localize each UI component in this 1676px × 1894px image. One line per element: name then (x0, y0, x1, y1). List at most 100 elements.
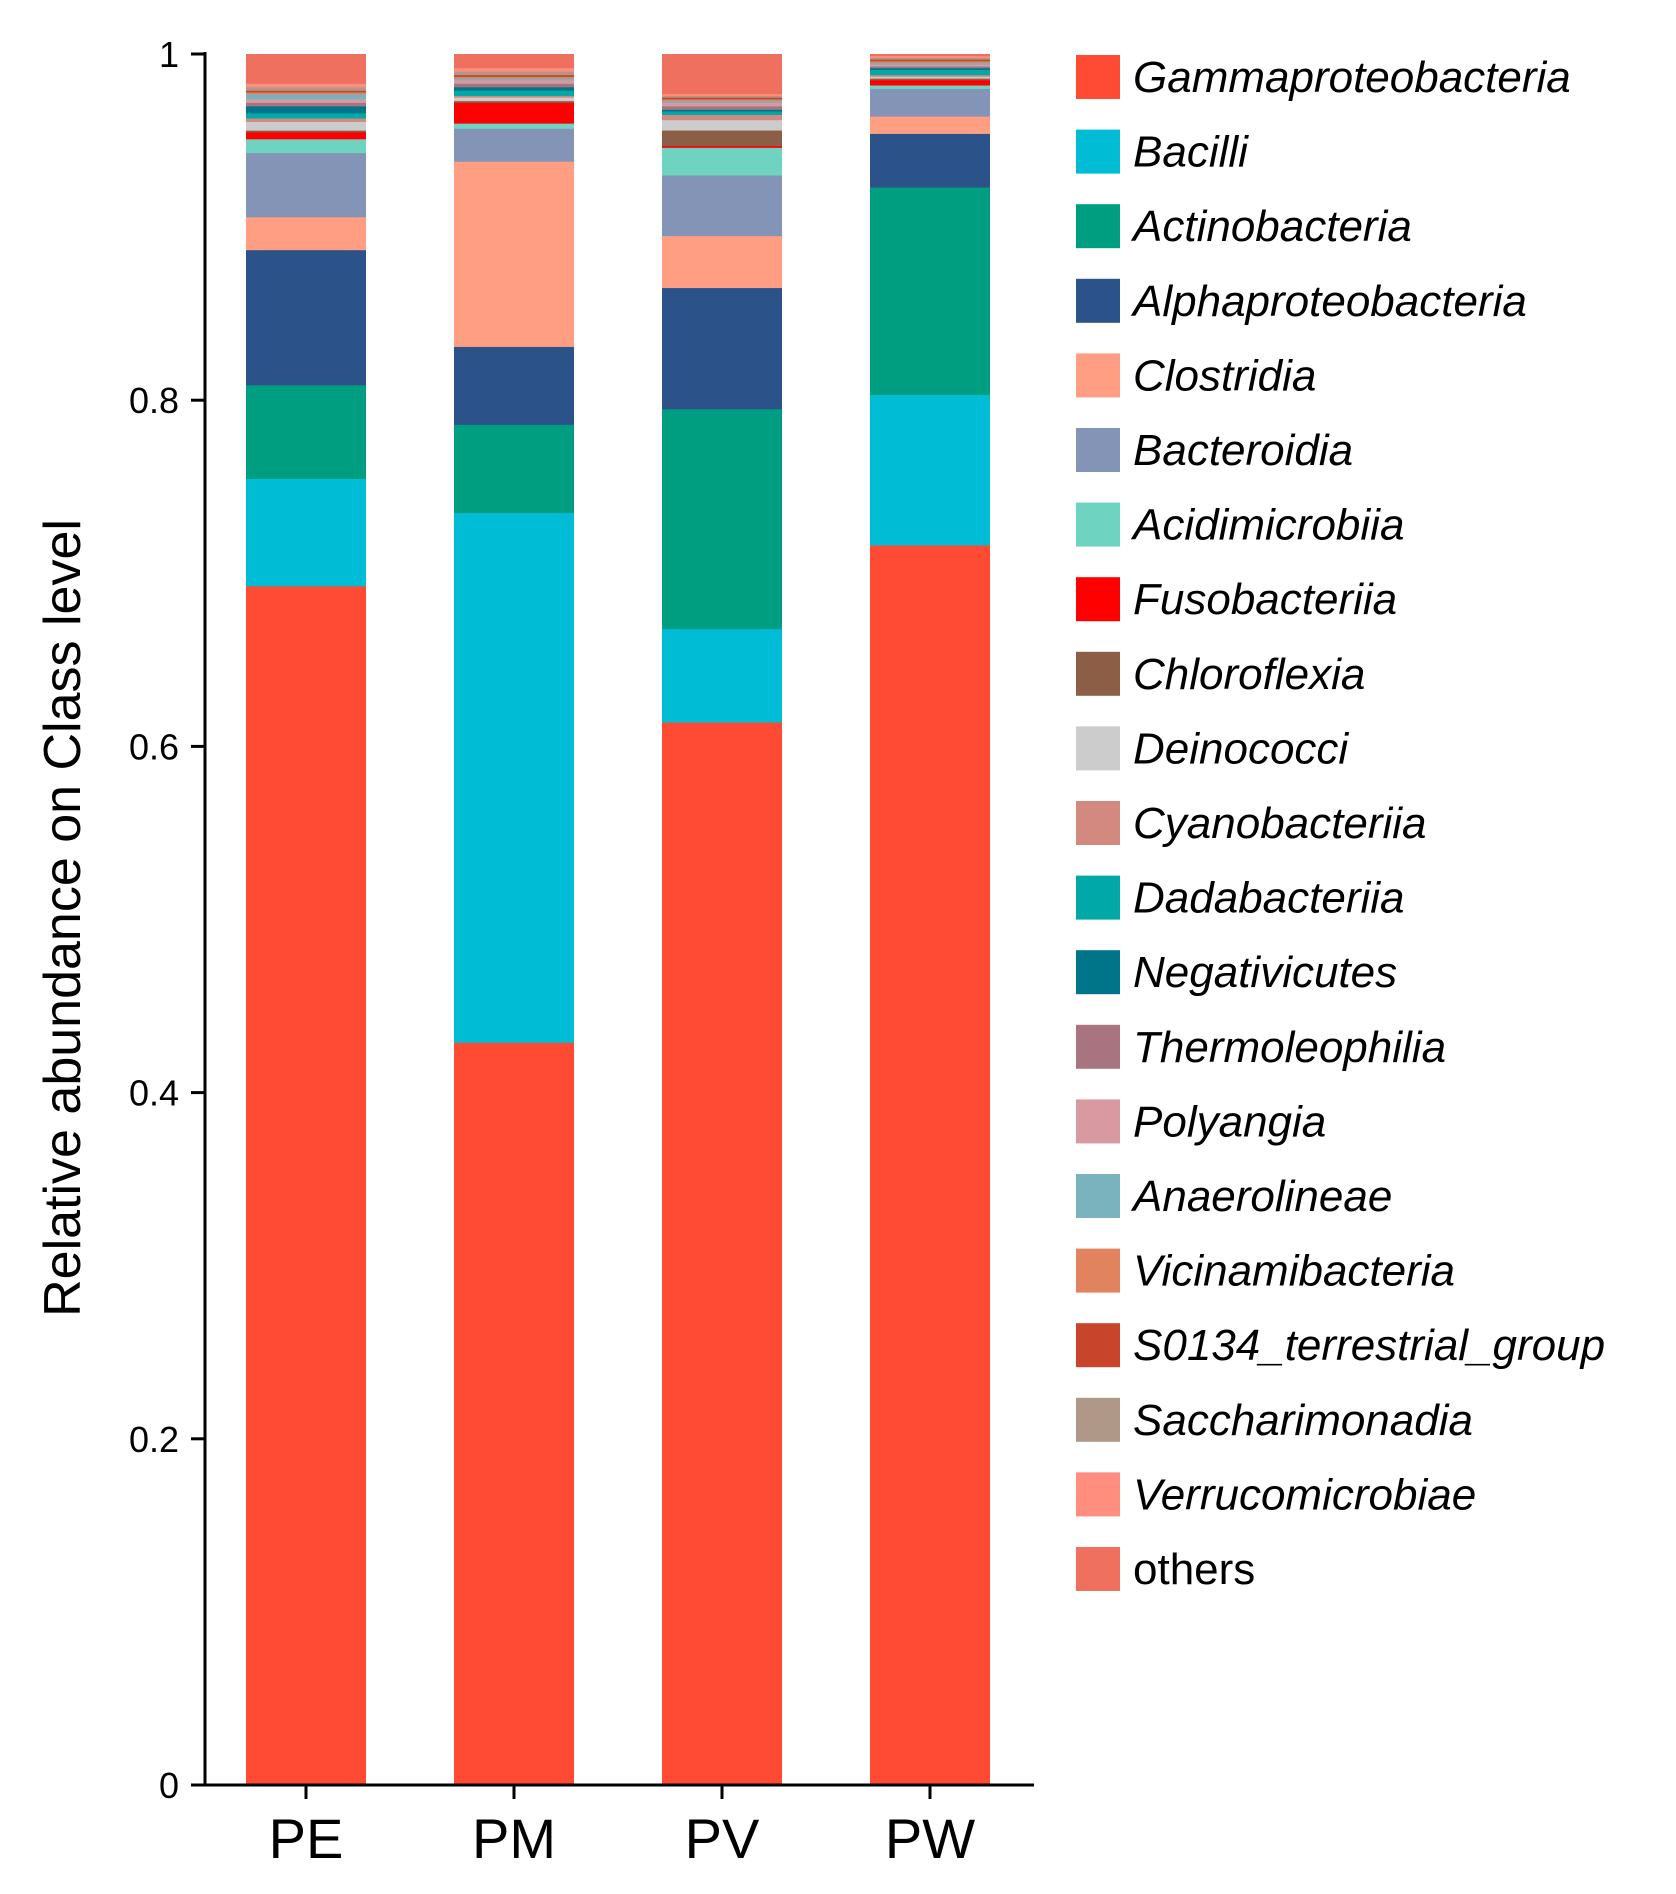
bar-segment-pm-thermoleophilia (454, 83, 574, 88)
x-tick-label-pm: PM (472, 1807, 556, 1870)
bar-segment-pw-alphaproteobacteria (870, 133, 990, 188)
legend-label: Alphaproteobacteria (1130, 277, 1527, 326)
bars-layer (246, 54, 990, 1786)
bar-segment-pe-saccharimonadia (246, 86, 366, 91)
legend-label: Gammaproteobacteria (1133, 53, 1571, 102)
bar-segment-pe-bacteroidia (246, 152, 366, 218)
legend-label: Anaerolineae (1130, 1172, 1392, 1221)
bar-segment-pv-clostridia (662, 235, 782, 289)
bar-segment-pv-verrucomicrobiae (662, 93, 782, 96)
bar-segment-pv-actinobacteria (662, 408, 782, 630)
bar-segment-pw-vicinamibacteria (870, 60, 990, 64)
legend-item-bacteroidia: Bacteroidia (1076, 426, 1353, 475)
bar-segment-pe-dadabacteriia (246, 112, 366, 119)
bar-segment-pm-s0134-terrestrial-group (454, 74, 574, 77)
legend-label: Negativicutes (1133, 948, 1397, 997)
bar-segment-pw-dadabacteriia (870, 69, 990, 76)
legend-label: Vicinamibacteria (1133, 1247, 1455, 1296)
legend-item-negativicutes: Negativicutes (1076, 948, 1397, 997)
legend-swatch (1076, 651, 1120, 696)
bar-segment-pw-anaerolineae (870, 62, 990, 65)
bar-segment-pm-fusobacteriia (454, 102, 574, 124)
y-tick-label: 0.6 (129, 726, 179, 767)
bar-segment-pm-deinococci (454, 97, 574, 102)
bar-segment-pv-saccharimonadia (662, 95, 782, 98)
bar-segment-pv-anaerolineae (662, 100, 782, 103)
legend-swatch (1076, 801, 1120, 845)
y-axis-title: Relative abundance on Class level (34, 519, 92, 1317)
legend-label: Clostridia (1133, 351, 1316, 400)
legend-label: Bacteroidia (1133, 426, 1353, 475)
bar-segment-pw-fusobacteriia (870, 79, 990, 86)
bar-segment-pm-vicinamibacteria (454, 76, 574, 79)
legend-swatch (1076, 577, 1120, 622)
legend-label: Polyangia (1133, 1097, 1326, 1146)
bar-segment-pe-alphaproteobacteria (246, 249, 366, 386)
legend-swatch (1076, 875, 1120, 920)
legend-swatch (1076, 129, 1120, 174)
legend-swatch (1076, 502, 1120, 547)
bar-segment-pv-bacteroidia (662, 175, 782, 237)
bar-segment-pw-others (870, 54, 990, 57)
bar-segment-pw-bacteroidia (870, 88, 990, 117)
bar-segment-pv-thermoleophilia (662, 105, 782, 110)
bar-segment-pw-negativicutes (870, 67, 990, 70)
legend-item-gammaproteobacteria: Gammaproteobacteria (1076, 53, 1571, 102)
legend-item-thermoleophilia: Thermoleophilia (1076, 1023, 1446, 1072)
x-tick-label-pv: PV (685, 1807, 760, 1870)
legend-item-s0134-terrestrial-group: S0134_terrestrial_group (1076, 1321, 1605, 1370)
legend-item-clostridia: Clostridia (1076, 351, 1316, 400)
bar-segment-pe-cyanobacteriia (246, 118, 366, 122)
legend-swatch (1076, 353, 1120, 398)
legend-swatch (1076, 1323, 1120, 1368)
bar-segment-pv-acidimicrobiia (662, 147, 782, 176)
bar-segment-pe-deinococci (246, 121, 366, 131)
legend-item-vicinamibacteria: Vicinamibacteria (1076, 1247, 1455, 1296)
bar-segment-pw-thermoleophilia (870, 66, 990, 69)
bar-segment-pm-actinobacteria (454, 424, 574, 514)
bar-segment-pv-alphaproteobacteria (662, 287, 782, 410)
bar-segment-pm-cyanobacteriia (454, 95, 574, 98)
bar-segment-pv-cyanobacteriia (662, 114, 782, 121)
bar-segment-pw-cyanobacteriia (870, 74, 990, 77)
bar-segment-pv-vicinamibacteria (662, 99, 782, 102)
legend-item-cyanobacteriia: Cyanobacteriia (1076, 799, 1427, 848)
bar-segment-pw-deinococci (870, 76, 990, 79)
bar-segment-pw-acidimicrobiia (870, 85, 990, 89)
y-tick-label: 0.2 (129, 1419, 179, 1460)
bar-segment-pm-gammaproteobacteria (454, 1042, 574, 1786)
bar-segment-pv-fusobacteriia (662, 145, 782, 148)
legend-swatch (1076, 55, 1120, 99)
y-tick-label: 0.4 (129, 1073, 179, 1114)
bar-segment-pm-acidimicrobiia (454, 123, 574, 129)
legend-item-anaerolineae: Anaerolineae (1076, 1172, 1392, 1221)
bar-segment-pm-verrucomicrobiae (454, 67, 574, 72)
bar-segment-pe-acidimicrobiia (246, 138, 366, 154)
bar-segment-pm-negativicutes (454, 86, 574, 91)
legend-swatch (1076, 1174, 1120, 1218)
bar-segment-pm-bacteroidia (454, 128, 574, 162)
legend-swatch (1076, 278, 1120, 323)
y-tick-label: 0.8 (129, 380, 179, 421)
legend-swatch (1076, 1024, 1120, 1069)
bar-segment-pe-polyangia (246, 99, 366, 103)
bar-segment-pe-bacilli (246, 478, 366, 587)
legend-label: S0134_terrestrial_group (1133, 1321, 1605, 1370)
legend-label: Actinobacteria (1130, 202, 1412, 251)
bar-segment-pv-negativicutes (662, 109, 782, 112)
bar-segment-pw-s0134-terrestrial-group (870, 59, 990, 62)
bar-segment-pv-polyangia (662, 102, 782, 107)
bar-segment-pv-dadabacteriia (662, 111, 782, 115)
bar-segment-pe-thermoleophilia (246, 102, 366, 107)
bar-segment-pe-others (246, 54, 366, 84)
legend-swatch (1076, 428, 1120, 472)
bar-segment-pe-anaerolineae (246, 93, 366, 100)
bar-segment-pv-others (662, 54, 782, 95)
legend-label: Cyanobacteriia (1133, 799, 1427, 848)
legend-item-bacilli: Bacilli (1076, 128, 1249, 177)
bar-segment-pe-clostridia (246, 216, 366, 251)
bar-segment-pm-saccharimonadia (454, 71, 574, 76)
bar-segment-pw-bacilli (870, 394, 990, 546)
legend-label: Acidimicrobiia (1130, 501, 1404, 550)
